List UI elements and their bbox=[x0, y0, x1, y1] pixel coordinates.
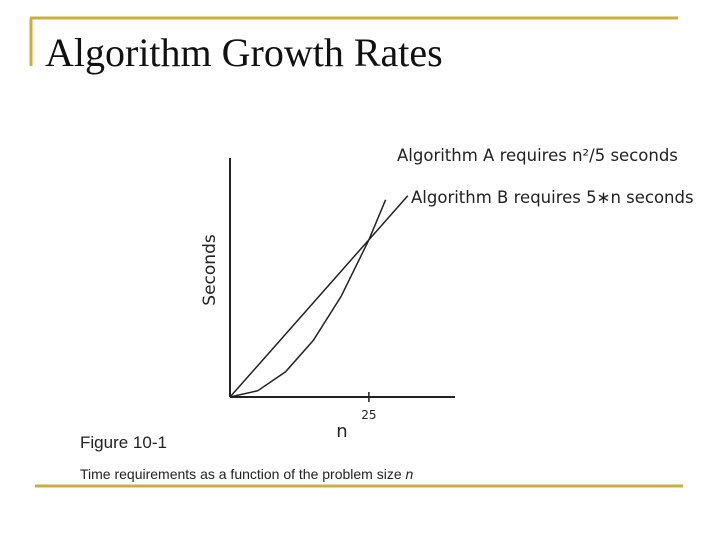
x-tick-label: 25 bbox=[361, 408, 376, 422]
series-label: Algorithm A requires n²/5 seconds bbox=[397, 146, 678, 165]
caption-text: Time requirements as a function of the p… bbox=[80, 466, 402, 482]
caption-var: n bbox=[406, 466, 414, 482]
figure-caption: Time requirements as a function of the p… bbox=[80, 466, 414, 482]
series-line bbox=[229, 199, 387, 398]
slide-title: Algorithm Growth Rates bbox=[45, 30, 443, 75]
series-line bbox=[229, 195, 409, 398]
x-axis-label: n bbox=[336, 421, 347, 442]
series-label: Algorithm B requires 5∗n seconds bbox=[411, 188, 694, 207]
figure-label: Figure 10-1 bbox=[80, 433, 167, 452]
y-axis-label: Seconds bbox=[200, 234, 220, 306]
